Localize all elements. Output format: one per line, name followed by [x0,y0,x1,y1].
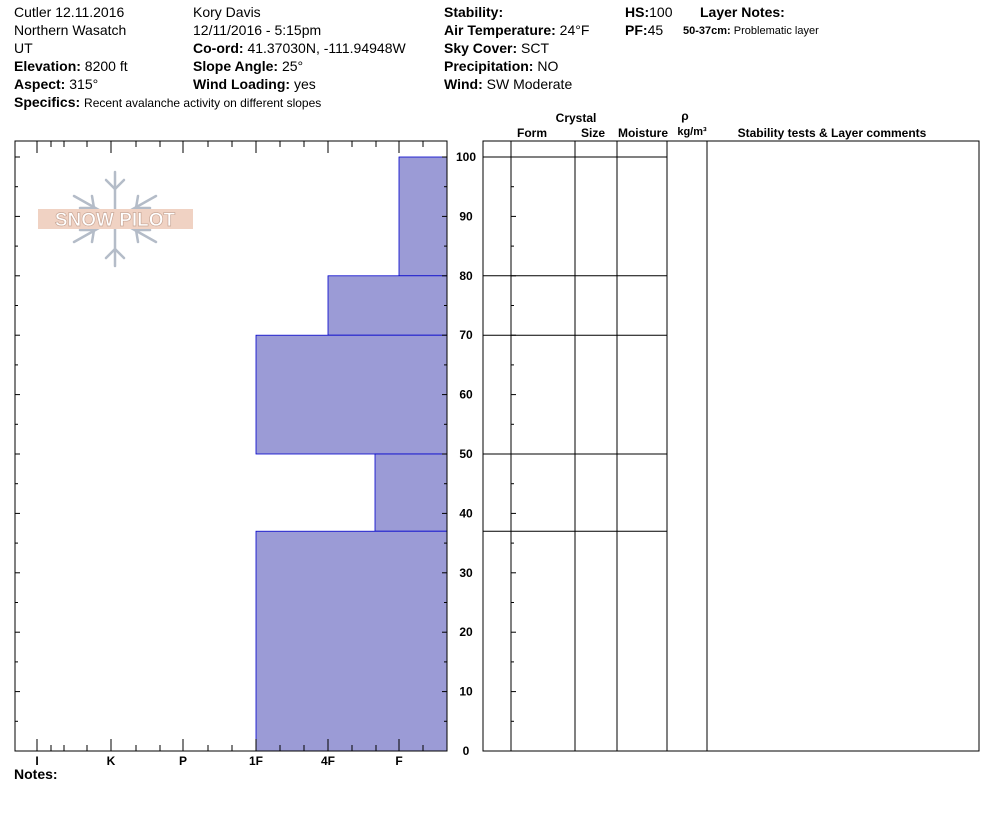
slope-row: Slope Angle: 25° [193,57,303,75]
hs-row: HS:100 [625,3,672,21]
hs-label: HS: [625,4,650,20]
logo-text: SNOW PILOT [55,210,176,231]
hardness-layer-2 [255,334,448,455]
x-tick-label-1F: 1F [249,754,263,768]
x-tick-label-K: K [107,754,116,768]
hardness-plot-frame [14,140,448,752]
stability-comments-header: Stability tests & Layer comments [738,126,927,140]
layer-note: 50-37cm: Problematic layer [683,22,819,40]
hardness-layer-4 [255,530,448,752]
pf-label: PF: [625,22,648,38]
y-tick-label-100: 100 [456,150,476,164]
elevation-label: Elevation: [14,58,81,74]
logo-band [38,209,193,229]
elevation-row: Elevation: 8200 ft [14,57,128,75]
specifics-label: Specifics: [14,94,81,110]
y-tick-label-70: 70 [459,328,473,342]
x-tick-labels: I K P 1F 4F F [35,754,402,768]
y-tick-label-30: 30 [459,566,473,580]
wind-loading-row: Wind Loading: yes [193,75,316,93]
wind-loading-label: Wind Loading: [193,76,291,92]
coord-label: Co-ord: [193,40,244,56]
y-tick-label-50: 50 [459,447,473,461]
y-tick-label-60: 60 [459,388,473,402]
precip-row: Precipitation: NO [444,57,558,75]
layer-table-frame [482,140,980,752]
axis-ticks [15,141,516,752]
stability-row: Stability: [444,3,503,21]
size-header: Size [581,126,605,140]
range-name: Northern Wasatch [14,22,127,38]
hs-value: 100 [649,4,673,20]
wind-value: SW Moderate [486,76,573,92]
y-tick-label-80: 80 [459,269,473,283]
y-tick-label-90: 90 [459,209,473,223]
x-tick-label-4F: 4F [321,754,335,768]
stability-label: Stability: [444,4,504,20]
wind-row: Wind: SW Moderate [444,75,572,93]
aspect-row: Aspect: 315° [14,75,98,93]
hardness-layer-1 [327,275,448,336]
moisture-header: Moisture [618,126,668,140]
precip-label: Precipitation: [444,58,534,74]
y-tick-label-20: 20 [459,625,473,639]
density-unit-header: kg/m³ [677,126,707,138]
wind-label: Wind: [444,76,483,92]
y-tick-label-40: 40 [459,506,473,520]
observer-name: Kory Davis [193,4,261,20]
specifics-row: Specifics: Recent avalanche activity on … [14,93,321,112]
site-name: Cutler 12.11.2016 [14,4,125,20]
layer-notes-label: Layer Notes: [700,4,785,20]
coord-value: 41.37030N, -111.94948W [247,40,406,56]
x-tick-label-I: I [35,754,38,768]
sky-cover-label: Sky Cover: [444,40,518,56]
coord-row: Co-ord: 41.37030N, -111.94948W [193,39,406,57]
pf-row: PF:45 [625,21,663,39]
sky-cover-row: Sky Cover: SCT [444,39,549,57]
form-header: Form [517,126,547,140]
aspect-label: Aspect: [14,76,66,92]
specifics-value: Recent avalanche activity on different s… [84,96,322,110]
layer-note-text: Problematic layer [733,25,819,37]
slope-label: Slope Angle: [193,58,279,74]
air-temp-row: Air Temperature: 24°F [444,21,589,39]
crystal-header: Crystal [556,111,597,125]
elevation-value: 8200 ft [84,58,128,74]
profile-grid [14,140,980,752]
layer-note-range: 50-37cm: [683,25,731,37]
y-tick-label-0: 0 [463,744,470,758]
observation-datetime: 12/11/2016 - 5:15pm [193,22,322,38]
notes-label: Notes: [14,766,58,782]
x-tick-label-P: P [179,754,187,768]
x-tick-label-F: F [395,754,402,768]
y-tick-label-10: 10 [459,685,473,699]
state-name: UT [14,40,33,56]
hardness-layer-0 [398,156,448,277]
air-temp-label: Air Temperature: [444,22,556,38]
precip-value: NO [537,58,559,74]
pf-value: 45 [647,22,664,38]
rho-header: ρ [681,109,688,123]
air-temp-value: 24°F [559,22,590,38]
sky-cover-value: SCT [521,40,550,56]
y-tick-labels: 0 10 20 30 40 50 60 70 80 90 100 [456,150,476,758]
wind-loading-value: yes [293,76,316,92]
aspect-value: 315° [69,76,99,92]
hardness-layers [255,156,448,752]
slope-value: 25° [281,58,304,74]
hardness-layer-3 [374,453,448,532]
